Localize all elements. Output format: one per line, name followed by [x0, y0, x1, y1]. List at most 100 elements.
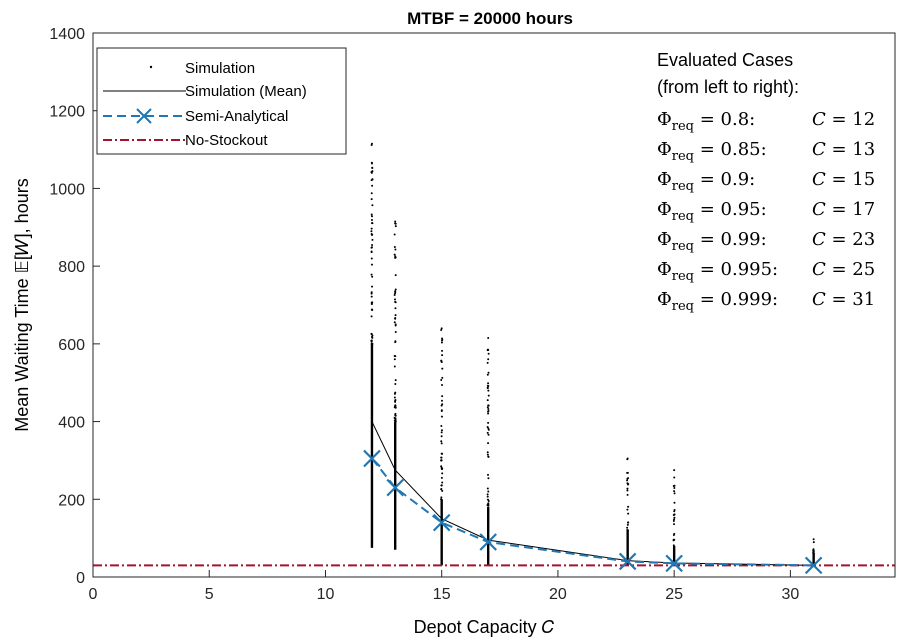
- simulation-point: [394, 405, 397, 408]
- simulation-point: [440, 440, 443, 443]
- simulation-point: [370, 263, 373, 266]
- simulation-point: [370, 161, 373, 164]
- simulation-point: [627, 505, 630, 508]
- simulation-point: [487, 337, 490, 340]
- simulation-point: [393, 365, 396, 368]
- legend: Simulation Simulation (Mean) Semi-Analyt…: [96, 47, 347, 155]
- simulation-point: [370, 230, 373, 233]
- simulation-column-x-31: [812, 538, 816, 566]
- simulation-point: [370, 218, 373, 221]
- simulation-point: [673, 516, 676, 519]
- simulation-point: [627, 482, 630, 485]
- simulation-point: [626, 523, 629, 526]
- semi-analytical-marker: [363, 449, 381, 468]
- simulation-point: [441, 349, 444, 352]
- simulation-point: [487, 421, 490, 424]
- semi-analytical-marker: [432, 513, 451, 532]
- simulation-point: [371, 204, 374, 207]
- simulation-point: [371, 243, 374, 246]
- simulation-point: [370, 332, 373, 335]
- simulation-column-x-12: [370, 142, 374, 548]
- legend-marker-x: [136, 108, 152, 124]
- simulation-point: [487, 433, 490, 436]
- annotation-c-value: 𝐶 = 15: [812, 169, 875, 190]
- simulation-point: [626, 529, 629, 532]
- simulation-point: [393, 416, 396, 419]
- simulation-point: [370, 295, 373, 298]
- simulation-point: [370, 257, 373, 260]
- simulation-point: [486, 451, 489, 454]
- annotation-phi-label: Φreq = 0.85:: [657, 139, 767, 164]
- simulation-point: [394, 220, 397, 223]
- simulation-point: [440, 487, 443, 490]
- simulation-point: [394, 255, 397, 258]
- simulation-point: [673, 523, 676, 526]
- simulation-point: [394, 324, 397, 327]
- simulation-point: [441, 339, 444, 342]
- simulation-point: [440, 435, 443, 438]
- simulation-point: [812, 538, 815, 541]
- simulation-point: [626, 489, 629, 492]
- simulation-point: [441, 481, 444, 484]
- simulation-point: [370, 315, 373, 318]
- simulation-point: [673, 501, 676, 504]
- simulation-point: [486, 399, 489, 402]
- simulation-point: [441, 367, 444, 370]
- y-tick-label: 600: [58, 337, 85, 354]
- simulation-point: [394, 274, 397, 277]
- simulation-column-x-17: [486, 337, 490, 566]
- simulation-point: [371, 238, 374, 241]
- simulation-point: [440, 429, 443, 432]
- simulation-point: [487, 410, 490, 413]
- simulation-point: [393, 419, 396, 422]
- simulation-point: [441, 472, 444, 475]
- y-tick-label: 1000: [49, 181, 85, 198]
- simulation-point: [487, 428, 490, 431]
- simulation-point: [440, 415, 443, 418]
- simulation-point: [371, 184, 374, 187]
- simulation-point: [486, 498, 489, 501]
- y-tick-label: 1200: [49, 104, 85, 121]
- legend-label: Semi-Analytical: [185, 108, 288, 125]
- simulation-column-x-13: [393, 220, 397, 550]
- y-axis-label: Mean Waiting Time 𝔼[𝑊], hours: [12, 178, 32, 431]
- simulation-point: [440, 431, 443, 434]
- simulation-point: [673, 487, 676, 490]
- simulation-point: [486, 431, 489, 434]
- simulation-point: [812, 550, 815, 553]
- simulation-point: [440, 341, 443, 344]
- simulation-point: [627, 521, 630, 524]
- simulation-point: [394, 307, 397, 310]
- x-tick-label: 5: [205, 586, 214, 603]
- annotation-phi-label: Φreq = 0.99:: [657, 229, 767, 254]
- simulation-point: [673, 532, 676, 535]
- plot-frame: [92, 32, 896, 578]
- annotation-heading-line-1: Evaluated Cases: [657, 50, 793, 70]
- annotation-rows: Φreq = 0.8: 𝐶 = 12 Φreq = 0.85: 𝐶 = 13 Φreq …: [657, 109, 875, 314]
- axes: 0 5 10 15 20 25 30 0 200 400 600 800 1000 1200 1400: [49, 26, 799, 603]
- annotation-phi-label: Φreq = 0.95:: [657, 199, 767, 224]
- simulation-point: [486, 495, 489, 498]
- legend-marker-dot: [149, 65, 153, 69]
- simulation-point: [487, 473, 490, 476]
- annotation-phi-label: Φreq = 0.9:: [657, 169, 755, 194]
- simulation-column-x-23: [626, 457, 630, 566]
- annotation-c-value: 𝐶 = 17: [812, 199, 875, 220]
- simulation-point: [627, 477, 630, 480]
- simulation-point: [672, 538, 675, 541]
- simulation-point: [370, 303, 373, 306]
- y-tick-label: 1400: [49, 26, 85, 43]
- semi-analytical-marker: [804, 556, 823, 575]
- simulation-point: [394, 314, 397, 317]
- simulation-point: [370, 246, 373, 249]
- simulation-point: [440, 456, 443, 459]
- simulation-point: [371, 222, 374, 225]
- simulation-point: [487, 389, 490, 392]
- simulation-point: [440, 424, 443, 427]
- simulation-point: [394, 412, 397, 415]
- chart-title: MTBF = 20000 hours: [407, 9, 573, 28]
- legend-label: Simulation (Mean): [185, 83, 307, 100]
- simulation-point: [441, 354, 444, 357]
- simulation-point: [394, 331, 397, 334]
